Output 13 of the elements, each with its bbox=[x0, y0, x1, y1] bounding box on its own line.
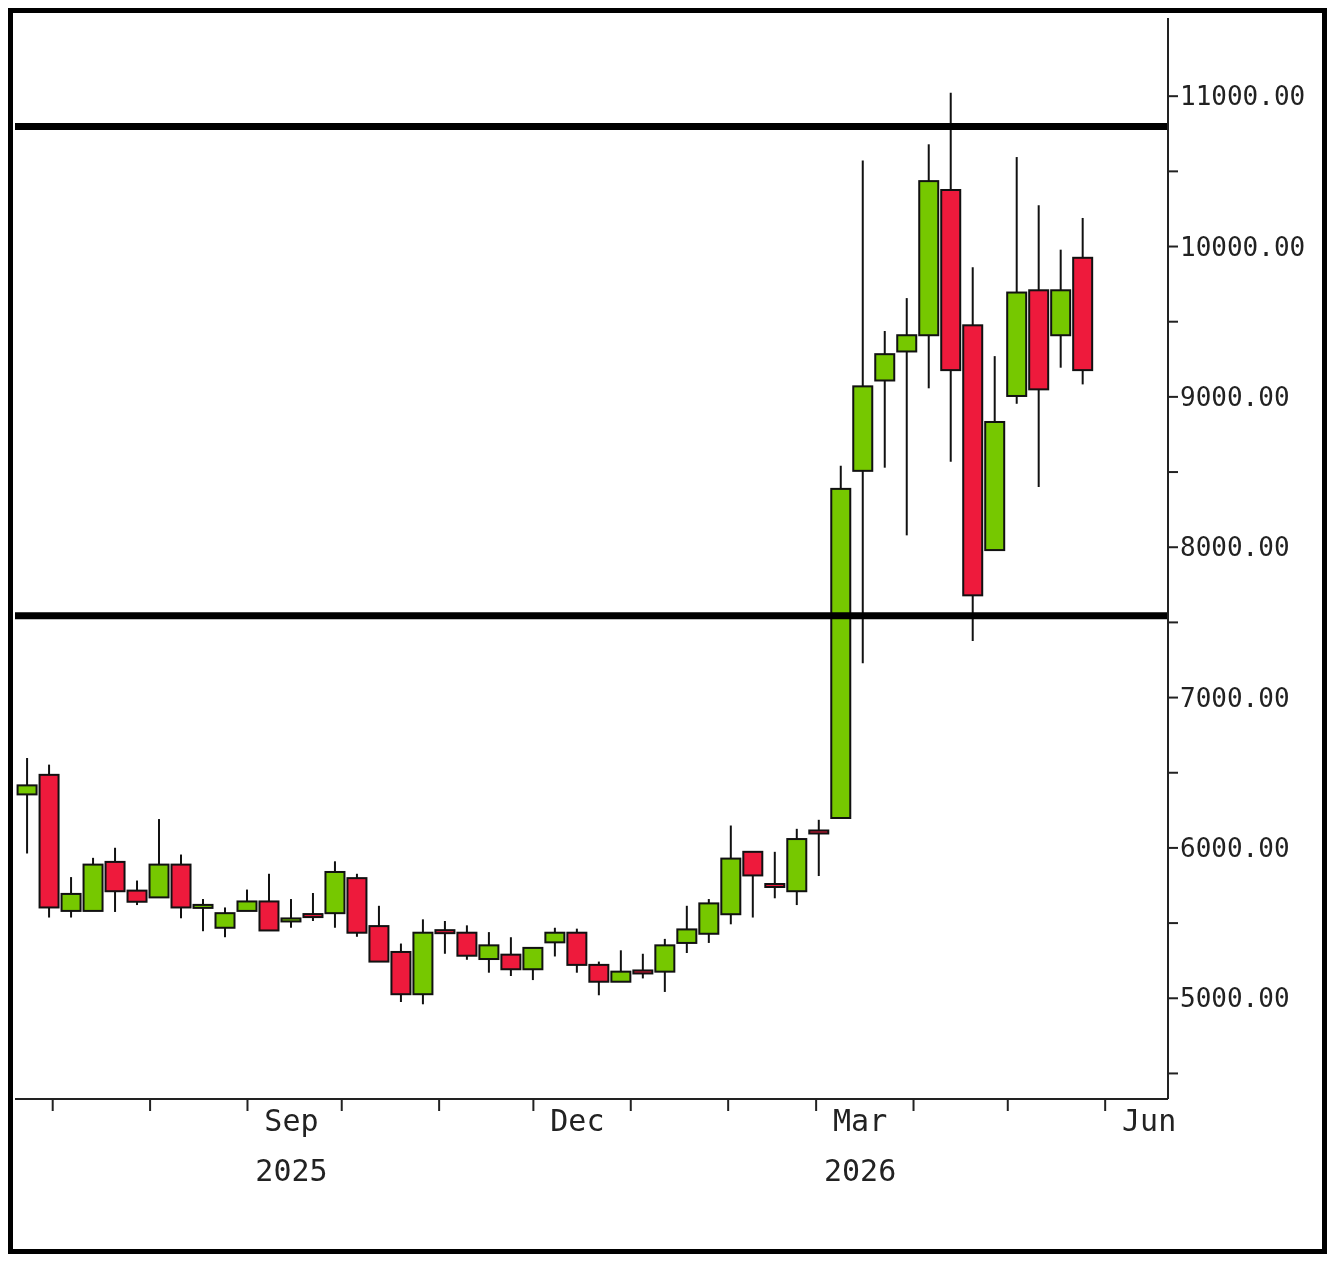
x-tick-label: Dec bbox=[550, 1103, 605, 1138]
y-tick-label: 5000.00 bbox=[1180, 983, 1290, 1014]
candlestick bbox=[214, 906, 236, 939]
y-tick-label: 10000.00 bbox=[1180, 231, 1306, 262]
y-tick-label: 8000.00 bbox=[1180, 532, 1290, 563]
x-tick-label: Mar 2026 bbox=[823, 1103, 897, 1188]
y-tick-label: 6000.00 bbox=[1180, 833, 1290, 864]
y-tick-label: 11000.00 bbox=[1180, 81, 1306, 112]
candlestick bbox=[808, 818, 830, 878]
y-tick-label: 9000.00 bbox=[1180, 382, 1290, 413]
y-tick-label: 7000.00 bbox=[1180, 682, 1290, 713]
x-tick-label: Sep 2025 bbox=[255, 1103, 328, 1188]
x-tick-label: Jun bbox=[1122, 1103, 1177, 1138]
